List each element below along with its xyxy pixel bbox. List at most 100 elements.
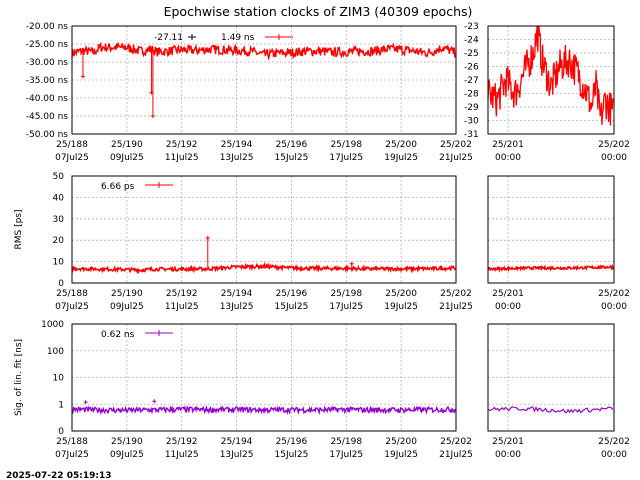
y-tick-label: -30 bbox=[464, 117, 479, 127]
x-tick-label: 25/198 bbox=[330, 289, 362, 299]
y-tick-label: -28 bbox=[464, 90, 479, 100]
y-tick-label: -27 bbox=[464, 76, 479, 86]
x-tick-label: 15Jul25 bbox=[275, 450, 309, 460]
sig-series bbox=[71, 399, 456, 416]
y-tick-label: -25 bbox=[464, 49, 479, 59]
x-tick-label: 07Jul25 bbox=[55, 153, 89, 163]
x-tick-label: 25/200 bbox=[385, 437, 417, 447]
sig-outlier-point bbox=[152, 399, 157, 404]
clock-zoom-series bbox=[487, 25, 614, 126]
x-tick-label: 25/198 bbox=[330, 437, 362, 447]
x-tick-label: 00:00 bbox=[601, 302, 627, 312]
x-tick-label: 11Jul25 bbox=[165, 450, 199, 460]
x-tick-label: 25/196 bbox=[276, 289, 308, 299]
y-tick-label: 50 bbox=[53, 172, 65, 182]
x-tick-label: 25/196 bbox=[276, 140, 308, 150]
legend-sig-label: 0.62 ns bbox=[101, 330, 135, 340]
x-tick-label: 25/200 bbox=[385, 289, 417, 299]
rms-panel-frame bbox=[71, 175, 457, 284]
timestamp-label: 2025-07-22 05:19:13 bbox=[6, 471, 111, 480]
clock-panel-frame bbox=[71, 25, 457, 135]
rms-line bbox=[71, 261, 457, 275]
y-tick-label: -31 bbox=[464, 130, 479, 140]
x-tick-label: 21Jul25 bbox=[439, 450, 473, 460]
x-tick-label: 07Jul25 bbox=[55, 450, 89, 460]
rms-zoom-line bbox=[487, 263, 615, 273]
sig-outlier-point bbox=[83, 400, 88, 405]
clock-line bbox=[71, 41, 456, 61]
y-tick-label: 20 bbox=[53, 236, 65, 246]
x-tick-label: 19Jul25 bbox=[384, 302, 418, 312]
x-tick-label: 09Jul25 bbox=[110, 153, 144, 163]
x-tick-label: 21Jul25 bbox=[439, 302, 473, 312]
y-tick-label: 30 bbox=[53, 215, 65, 225]
y-tick-label: -20.00 ns bbox=[26, 22, 69, 32]
x-tick-label: 17Jul25 bbox=[329, 153, 363, 163]
x-tick-label: 25/196 bbox=[276, 437, 308, 447]
x-tick-label: 25/202 bbox=[598, 437, 630, 447]
y-tick-label: 10 bbox=[53, 374, 65, 384]
x-tick-label: 25/202 bbox=[440, 289, 472, 299]
x-tick-label: 00:00 bbox=[495, 450, 521, 460]
rms-series bbox=[71, 236, 457, 275]
y-tick-label: 40 bbox=[53, 193, 65, 203]
x-tick-label: 17Jul25 bbox=[329, 450, 363, 460]
x-tick-label: 17Jul25 bbox=[329, 302, 363, 312]
chart-layer: 25/188 07Jul25 25/190 09Jul25 25/192 11Jul25 2… bbox=[14, 22, 630, 460]
x-tick-label: 25/198 bbox=[330, 140, 362, 150]
y-tick-label: -50.00 ns bbox=[26, 130, 69, 140]
x-tick-label: 25/190 bbox=[111, 140, 143, 150]
rms-axis-label: RMS [ps] bbox=[14, 209, 24, 249]
x-tick-label: 25/190 bbox=[111, 437, 143, 447]
y-tick-label: -26 bbox=[464, 63, 479, 73]
x-tick-label: 11Jul25 bbox=[165, 302, 199, 312]
chart-title: Epochwise station clocks of ZIM3 (40309 … bbox=[164, 4, 473, 19]
x-tick-label: 09Jul25 bbox=[110, 450, 144, 460]
rms-outlier-point bbox=[349, 261, 354, 266]
x-tick-label: 25/188 bbox=[56, 437, 88, 447]
y-tick-label: -45.00 ns bbox=[26, 112, 69, 122]
rms-zoom-panel-frame bbox=[487, 175, 615, 284]
y-tick-label: -24 bbox=[464, 36, 479, 46]
x-tick-label: 25/202 bbox=[598, 140, 630, 150]
x-tick-label: 13Jul25 bbox=[220, 450, 254, 460]
sig-zoom-line bbox=[487, 406, 614, 414]
rms-outlier-point bbox=[205, 236, 210, 241]
x-tick-label: 15Jul25 bbox=[275, 302, 309, 312]
sig-zoom-series bbox=[487, 406, 614, 414]
legend-mean-marker bbox=[188, 34, 196, 40]
y-tick-label: 0 bbox=[58, 427, 64, 437]
x-tick-label: 13Jul25 bbox=[220, 153, 254, 163]
x-tick-label: 25/194 bbox=[221, 289, 253, 299]
y-tick-label: 1 bbox=[58, 400, 64, 410]
x-tick-label: 19Jul25 bbox=[384, 153, 418, 163]
x-tick-label: 07Jul25 bbox=[55, 302, 89, 312]
y-tick-label: 10 bbox=[53, 258, 65, 268]
y-tick-label: -30.00 ns bbox=[26, 58, 69, 68]
y-tick-label: -25.00 ns bbox=[26, 40, 69, 50]
x-tick-label: 00:00 bbox=[495, 153, 521, 163]
sig-zoom-panel-frame bbox=[487, 323, 615, 432]
x-tick-label: 00:00 bbox=[601, 450, 627, 460]
x-tick-label: 25/190 bbox=[111, 289, 143, 299]
rms-zoom-series bbox=[487, 263, 615, 273]
x-tick-label: 25/202 bbox=[598, 289, 630, 299]
x-tick-label: 13Jul25 bbox=[220, 302, 254, 312]
x-tick-label: 25/194 bbox=[221, 140, 253, 150]
x-tick-label: 21Jul25 bbox=[439, 153, 473, 163]
x-tick-label: 25/188 bbox=[56, 289, 88, 299]
x-tick-label: 09Jul25 bbox=[110, 302, 144, 312]
x-tick-label: 00:00 bbox=[601, 153, 627, 163]
legend-sigma-label: 1.49 ns bbox=[221, 33, 255, 43]
x-tick-label: 25/192 bbox=[166, 140, 198, 150]
sig-line bbox=[71, 404, 456, 416]
y-tick-label: -40.00 ns bbox=[26, 94, 69, 104]
clock-outlier-point bbox=[150, 114, 155, 118]
sig-axis-label: Sig. of lin. fit [ns] bbox=[14, 339, 24, 416]
x-tick-label: 00:00 bbox=[495, 302, 521, 312]
clock-zoom-line bbox=[487, 25, 614, 126]
x-tick-label: 25/192 bbox=[166, 289, 198, 299]
x-tick-label: 25/200 bbox=[385, 140, 417, 150]
x-tick-label: 25/194 bbox=[221, 437, 253, 447]
